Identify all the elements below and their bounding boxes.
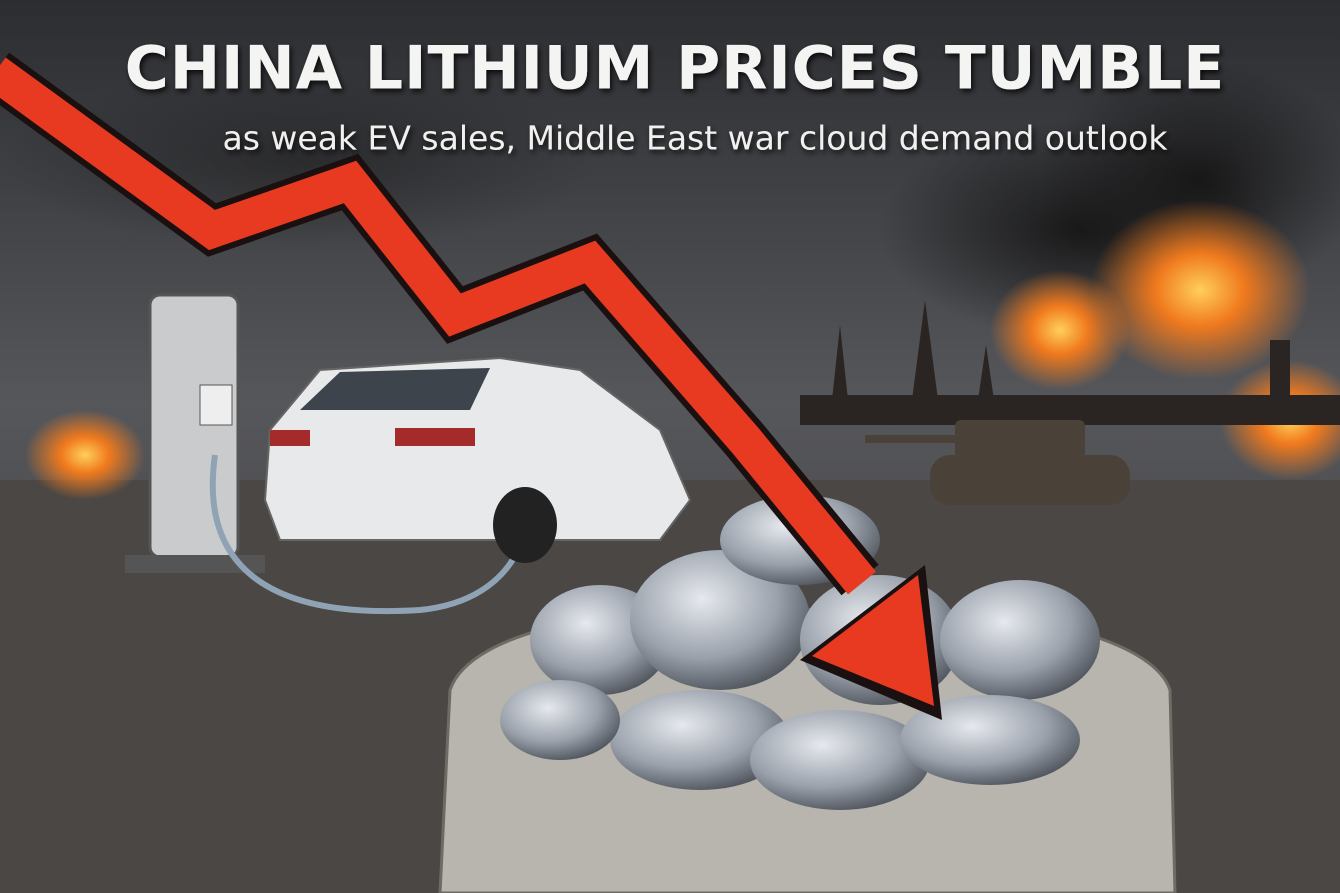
car [263,356,692,563]
subheadline: as weak EV sales, Middle East war cloud … [223,119,1169,158]
tank [865,420,1130,505]
headline: CHINA LITHIUM PRICES TUMBLE [125,34,1225,104]
down-arrow [0,52,942,720]
fires [25,200,1340,500]
